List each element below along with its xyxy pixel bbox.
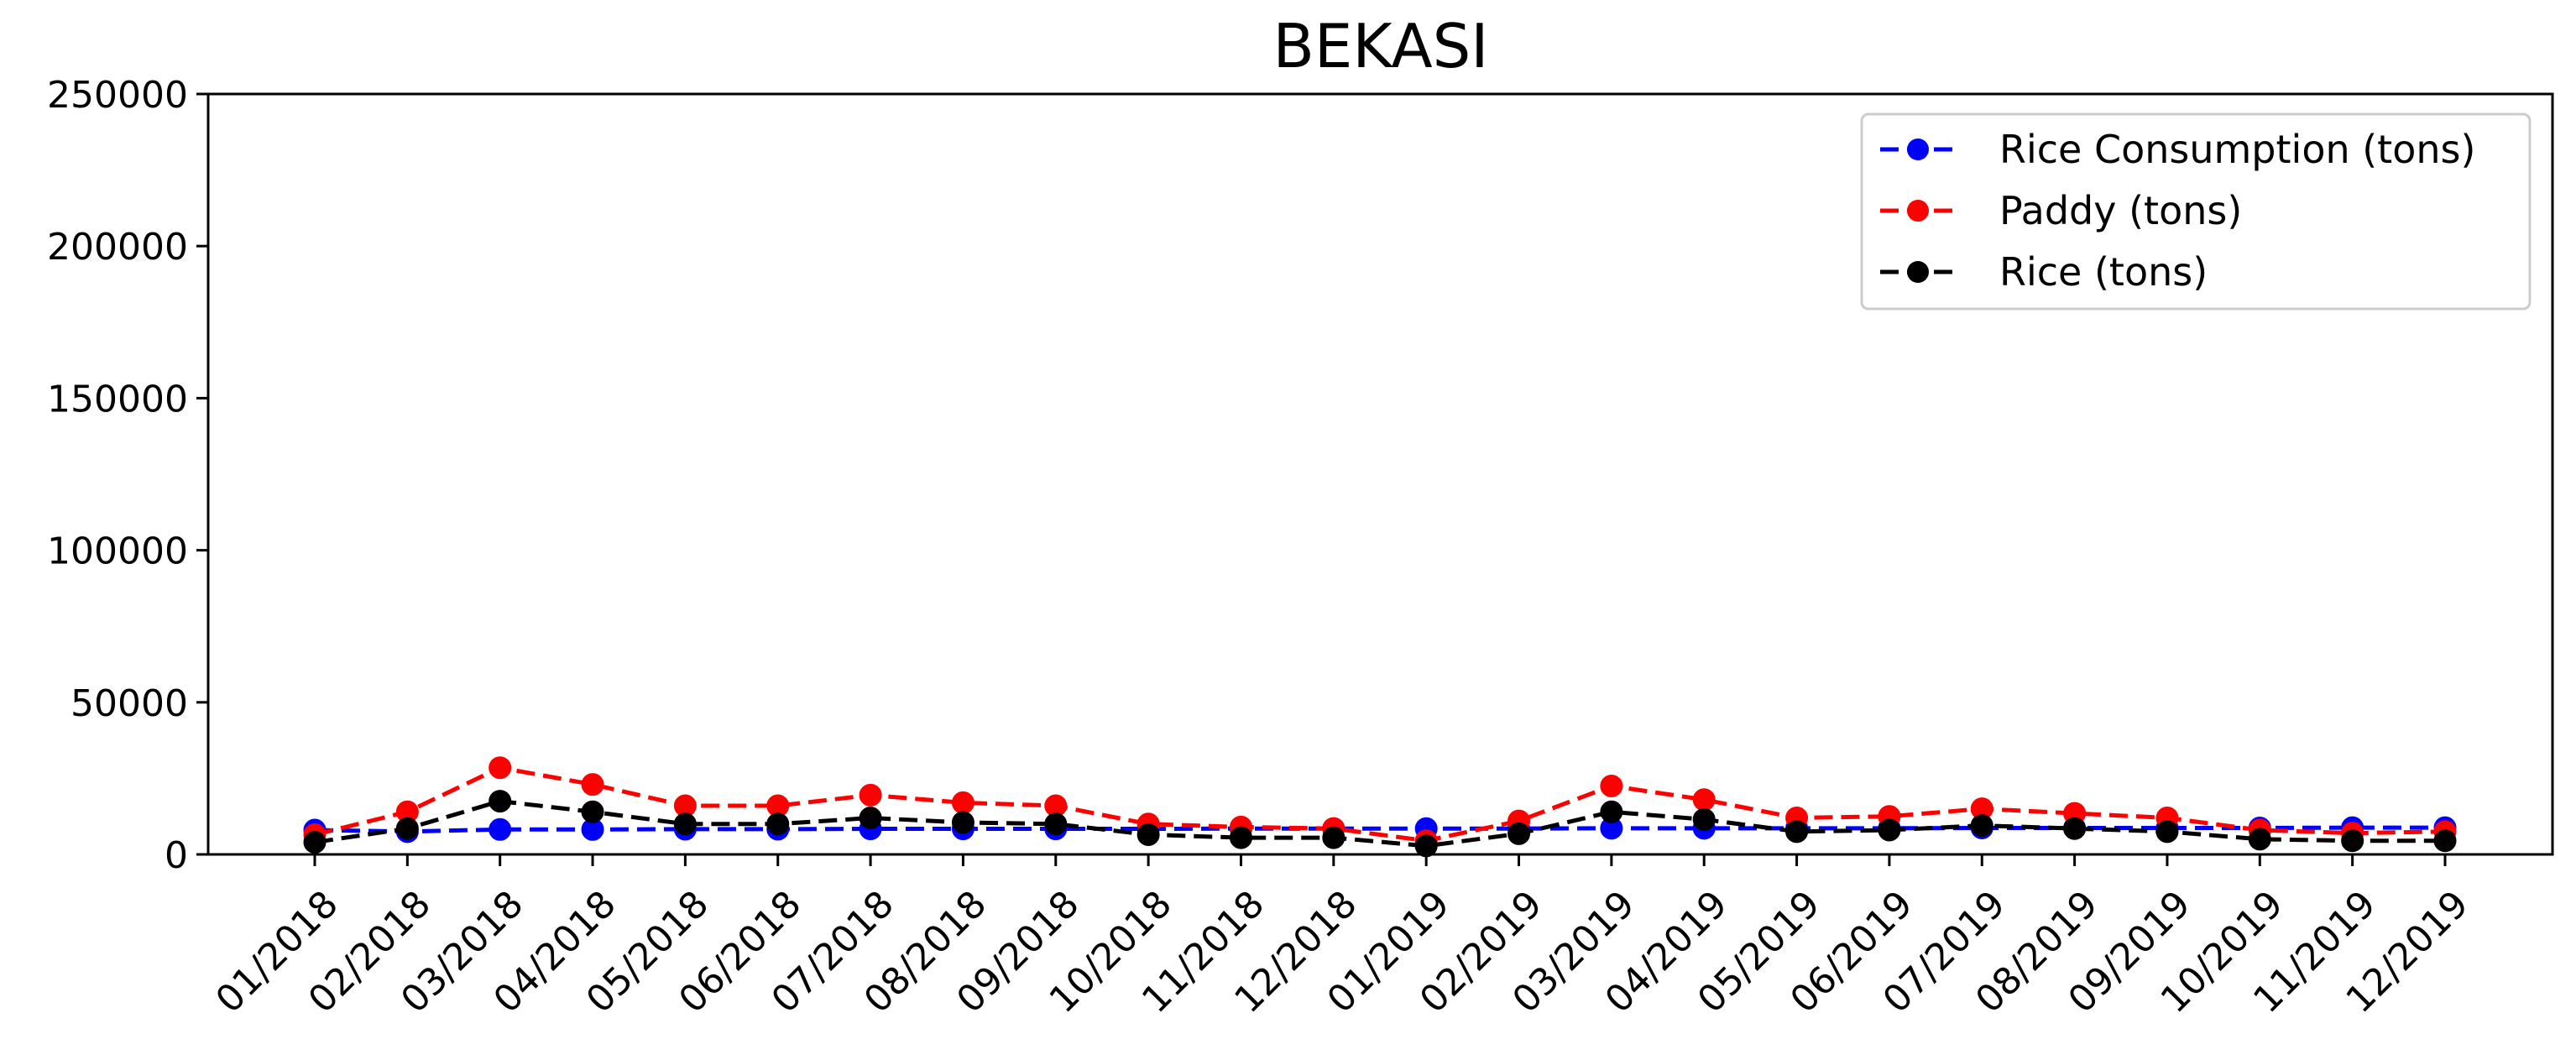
series-line-1 <box>314 765 2446 843</box>
legend-label-0: Rice Consumption (tons) <box>1999 127 2475 172</box>
data-point-2-16 <box>1785 820 1809 843</box>
legend-marker-1 <box>1907 200 1929 222</box>
data-point-2-15 <box>1692 807 1716 831</box>
plot-area <box>303 756 2457 858</box>
y-tick-label-1: 50000 <box>71 682 188 725</box>
legend-label-1: Paddy (tons) <box>1999 188 2242 233</box>
legend-box <box>1860 112 2532 311</box>
data-point-2-0 <box>303 831 327 854</box>
data-point-2-2 <box>489 790 512 813</box>
y-tick-label-2: 100000 <box>47 530 188 573</box>
data-point-2-23 <box>2433 829 2457 853</box>
data-point-2-21 <box>2248 828 2271 851</box>
data-point-1-3 <box>581 773 604 796</box>
data-point-0-2 <box>489 817 512 841</box>
axes-frame <box>206 92 2554 856</box>
data-point-2-11 <box>1322 826 1345 849</box>
legend-marker-0 <box>1907 138 1929 160</box>
legend-label-2: Rice (tons) <box>1999 249 2208 295</box>
data-point-2-4 <box>673 812 697 836</box>
data-point-2-5 <box>766 812 790 836</box>
data-point-2-9 <box>1136 823 1160 846</box>
legend-marker-2 <box>1907 261 1929 283</box>
data-point-1-15 <box>1692 788 1716 812</box>
legend: Rice Consumption (tons) Paddy (tons) Rice … <box>1860 112 2532 311</box>
data-point-2-3 <box>581 800 604 823</box>
data-point-1-2 <box>489 756 512 780</box>
data-point-2-1 <box>395 817 419 840</box>
data-point-2-22 <box>2341 829 2364 853</box>
data-point-2-8 <box>1044 812 1068 836</box>
data-point-1-7 <box>951 791 974 814</box>
data-point-2-7 <box>951 811 974 834</box>
data-point-2-14 <box>1600 800 1623 823</box>
data-point-1-14 <box>1600 774 1623 797</box>
series-line-2 <box>314 799 2445 849</box>
y-tick-label-3: 150000 <box>47 378 188 420</box>
y-tick-label-4: 200000 <box>47 226 188 269</box>
data-point-2-18 <box>1970 814 1993 838</box>
data-point-2-17 <box>1878 818 1901 842</box>
chart-title: BEKASI <box>1272 11 1488 81</box>
y-tick-label-0: 0 <box>165 834 188 877</box>
data-point-2-13 <box>1507 822 1531 845</box>
data-point-2-6 <box>859 807 882 830</box>
data-point-2-10 <box>1229 826 1252 849</box>
data-point-2-19 <box>2063 817 2087 840</box>
y-tick-label-5: 250000 <box>47 74 188 117</box>
data-point-1-6 <box>859 783 882 807</box>
data-point-2-20 <box>2155 820 2179 843</box>
